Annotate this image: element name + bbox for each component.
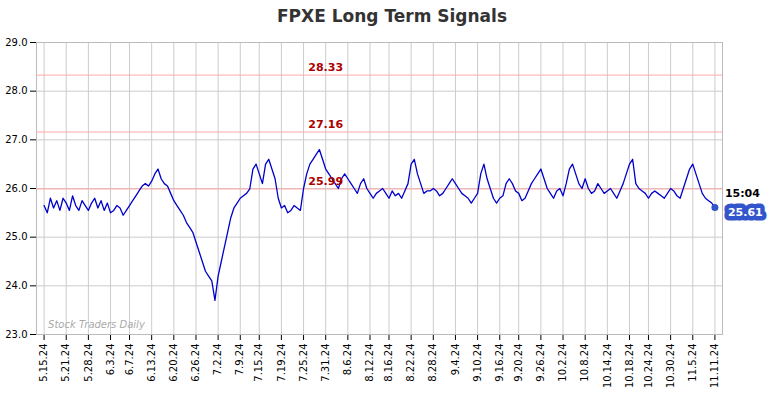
svg-text:11.11.24: 11.11.24 <box>709 344 720 389</box>
svg-text:5.28.24: 5.28.24 <box>83 344 94 382</box>
svg-text:10.24.24: 10.24.24 <box>643 344 654 389</box>
svg-text:7.9.24: 7.9.24 <box>234 344 245 376</box>
svg-text:15:04: 15:04 <box>725 187 760 200</box>
svg-text:28.33: 28.33 <box>308 61 343 74</box>
svg-text:6.7.24: 6.7.24 <box>124 344 135 376</box>
svg-text:25.99: 25.99 <box>308 175 343 188</box>
svg-text:10.8.24: 10.8.24 <box>579 344 590 382</box>
svg-text:9.20.24: 9.20.24 <box>513 344 524 382</box>
svg-text:27.16: 27.16 <box>308 118 343 131</box>
svg-text:25.61: 25.61 <box>728 206 763 219</box>
svg-text:24.0: 24.0 <box>5 280 27 291</box>
svg-text:27.0: 27.0 <box>5 134 27 145</box>
svg-text:5.21.24: 5.21.24 <box>60 344 71 382</box>
svg-text:7.2.24: 7.2.24 <box>212 344 223 376</box>
svg-text:10.2.24: 10.2.24 <box>557 344 568 382</box>
svg-text:8.6.24: 8.6.24 <box>342 344 353 376</box>
svg-text:8.22.24: 8.22.24 <box>405 344 416 382</box>
svg-text:9.26.24: 9.26.24 <box>535 344 546 382</box>
svg-text:28.0: 28.0 <box>5 85 27 96</box>
svg-text:8.16.24: 8.16.24 <box>383 344 394 382</box>
svg-text:9.10.24: 9.10.24 <box>472 344 483 382</box>
svg-text:5.15.24: 5.15.24 <box>38 344 49 382</box>
svg-text:6.20.24: 6.20.24 <box>168 344 179 382</box>
svg-text:8.12.24: 8.12.24 <box>364 344 375 382</box>
svg-text:10.18.24: 10.18.24 <box>624 344 635 389</box>
svg-text:10.14.24: 10.14.24 <box>602 344 613 389</box>
svg-text:7.25.24: 7.25.24 <box>298 344 309 382</box>
svg-text:10.30.24: 10.30.24 <box>665 344 676 389</box>
svg-text:6.13.24: 6.13.24 <box>146 344 157 382</box>
html-text:FPXE Long Term Signals: FPXE Long Term Signals <box>277 6 507 26</box>
svg-text:26.0: 26.0 <box>5 183 27 194</box>
svg-text:9.16.24: 9.16.24 <box>494 344 505 382</box>
svg-text:7.19.24: 7.19.24 <box>276 344 287 382</box>
svg-text:11.5.24: 11.5.24 <box>687 344 698 382</box>
svg-text:6.26.24: 6.26.24 <box>190 344 201 382</box>
svg-text:23.0: 23.0 <box>5 329 27 340</box>
svg-text:8.28.24: 8.28.24 <box>427 344 438 382</box>
svg-text:29.0: 29.0 <box>5 37 27 48</box>
svg-text:6.3.24: 6.3.24 <box>105 344 116 376</box>
svg-text:Stock Traders Daily: Stock Traders Daily <box>48 319 146 330</box>
svg-text:9.4.24: 9.4.24 <box>450 344 461 376</box>
svg-text:7.15.24: 7.15.24 <box>253 344 264 382</box>
svg-text:7.31.24: 7.31.24 <box>320 344 331 382</box>
svg-text:25.0: 25.0 <box>5 231 27 242</box>
